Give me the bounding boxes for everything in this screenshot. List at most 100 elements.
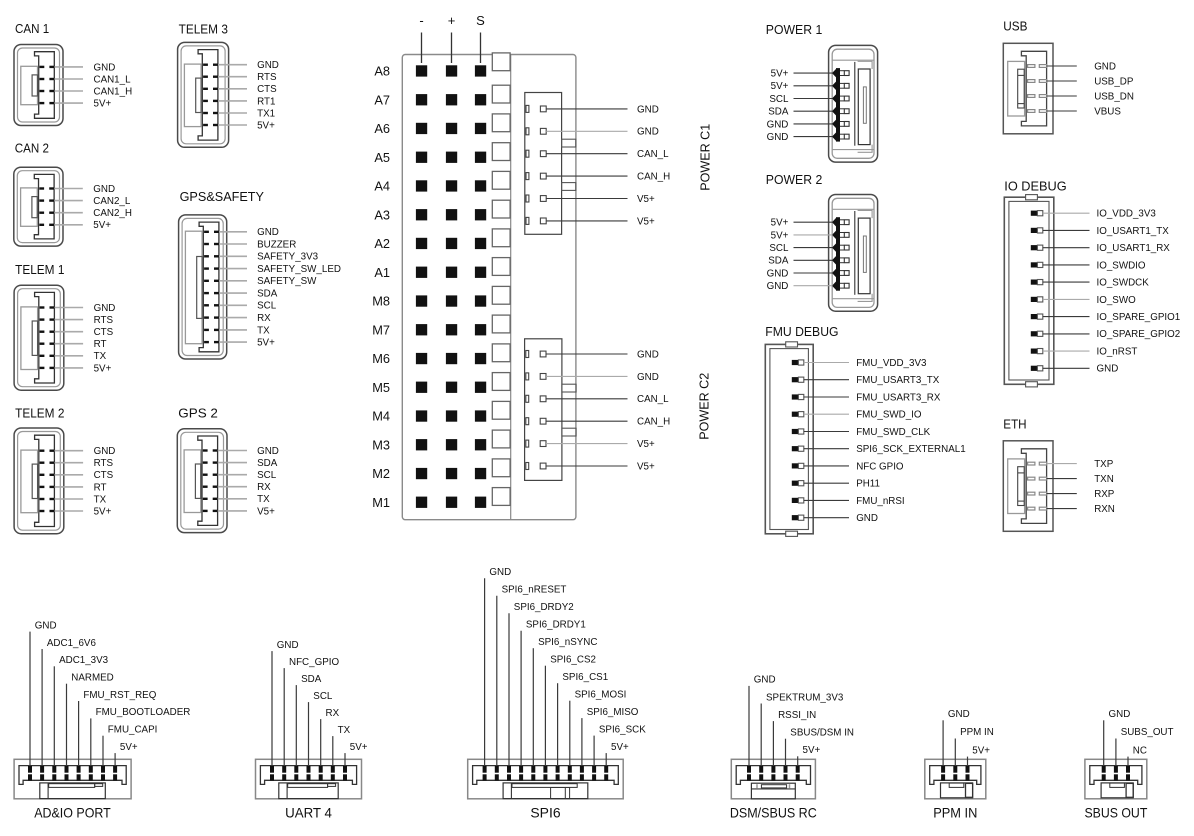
svg-text:RT1: RT1	[257, 96, 275, 107]
svg-text:SAFETY_3V3: SAFETY_3V3	[257, 252, 319, 263]
svg-text:CTS: CTS	[94, 470, 114, 481]
svg-text:A4: A4	[374, 179, 390, 194]
svg-text:TX1: TX1	[257, 108, 275, 119]
svg-text:RXN: RXN	[1094, 504, 1115, 515]
svg-text:M6: M6	[372, 351, 390, 366]
svg-text:SBUS OUT: SBUS OUT	[1084, 805, 1147, 821]
svg-text:GND: GND	[754, 675, 776, 686]
svg-text:RTS: RTS	[94, 458, 114, 469]
svg-text:GND: GND	[35, 620, 57, 631]
svg-text:GND: GND	[1094, 62, 1116, 73]
svg-text:RXP: RXP	[1094, 489, 1115, 500]
svg-text:A6: A6	[374, 121, 390, 136]
svg-text:SPI6_SCK: SPI6_SCK	[599, 724, 646, 735]
svg-text:IO_VDD_3V3: IO_VDD_3V3	[1097, 209, 1157, 220]
svg-text:CTS: CTS	[94, 327, 114, 338]
svg-text:SPI6_nRESET: SPI6_nRESET	[502, 585, 567, 596]
svg-text:TXN: TXN	[1094, 474, 1114, 485]
svg-text:GPS&SAFETY: GPS&SAFETY	[180, 189, 265, 204]
svg-text:SPI6_CS2: SPI6_CS2	[550, 655, 596, 666]
svg-text:5V+: 5V+	[771, 230, 789, 241]
svg-text:ADC1_6V6: ADC1_6V6	[47, 638, 97, 649]
svg-text:SDA: SDA	[768, 107, 789, 118]
svg-text:TXP: TXP	[1094, 459, 1114, 470]
svg-text:USB_DN: USB_DN	[1094, 92, 1134, 103]
svg-text:POWER C2: POWER C2	[697, 373, 712, 440]
svg-text:A2: A2	[374, 236, 390, 251]
svg-text:M3: M3	[372, 437, 390, 452]
svg-text:SDA: SDA	[768, 256, 789, 267]
svg-text:CAN2_L: CAN2_L	[93, 196, 131, 207]
svg-text:A7: A7	[374, 92, 390, 107]
svg-text:5V+: 5V+	[771, 81, 789, 92]
svg-text:RX: RX	[257, 482, 271, 493]
svg-text:AD&IO PORT: AD&IO PORT	[34, 805, 111, 821]
svg-text:V5+: V5+	[257, 506, 275, 517]
svg-text:IO_USART1_RX: IO_USART1_RX	[1097, 243, 1171, 254]
svg-text:M2: M2	[372, 466, 390, 481]
svg-text:NC: NC	[1133, 745, 1147, 756]
svg-text:V5+: V5+	[637, 216, 655, 227]
svg-text:5V+: 5V+	[94, 506, 112, 517]
svg-text:RSSI_IN: RSSI_IN	[778, 710, 816, 721]
svg-text:IO_SWDIO: IO_SWDIO	[1097, 260, 1146, 271]
svg-text:IO_SWO: IO_SWO	[1097, 295, 1137, 306]
svg-text:GND: GND	[767, 132, 789, 143]
svg-text:RX: RX	[257, 313, 271, 324]
svg-text:IO_SWDCK: IO_SWDCK	[1097, 278, 1150, 289]
svg-text:TX: TX	[257, 325, 270, 336]
svg-text:SPI6_MISO: SPI6_MISO	[587, 707, 639, 718]
svg-text:UART 4: UART 4	[285, 805, 332, 821]
svg-text:SPI6_DRDY2: SPI6_DRDY2	[514, 602, 574, 613]
svg-text:M1: M1	[372, 495, 390, 510]
svg-text:SUBS_OUT: SUBS_OUT	[1121, 727, 1174, 738]
svg-text:TX: TX	[94, 351, 107, 362]
svg-text:GND: GND	[767, 119, 789, 130]
svg-text:CAN_L: CAN_L	[637, 394, 669, 405]
svg-text:GND: GND	[1109, 709, 1131, 720]
svg-text:M5: M5	[372, 380, 390, 395]
svg-text:POWER C1: POWER C1	[698, 124, 713, 191]
svg-text:FMU_SWD_IO: FMU_SWD_IO	[856, 410, 922, 421]
svg-text:5V+: 5V+	[257, 338, 275, 349]
svg-text:SPI6_MOSI: SPI6_MOSI	[575, 690, 627, 701]
svg-text:A8: A8	[374, 64, 390, 79]
svg-text:GND: GND	[94, 62, 116, 73]
svg-text:ETH: ETH	[1003, 416, 1026, 431]
svg-text:GND: GND	[257, 60, 279, 71]
svg-text:DSM/SBUS RC: DSM/SBUS RC	[730, 805, 817, 821]
svg-text:SPI6_nSYNC: SPI6_nSYNC	[538, 637, 597, 648]
svg-text:5V+: 5V+	[771, 69, 789, 80]
svg-text:RT: RT	[94, 482, 107, 493]
svg-text:SCL: SCL	[257, 470, 277, 481]
svg-text:SAFETY_SW_LED: SAFETY_SW_LED	[257, 264, 341, 275]
svg-text:RTS: RTS	[257, 72, 277, 83]
svg-text:SDA: SDA	[257, 289, 278, 300]
svg-text:FMU DEBUG: FMU DEBUG	[765, 324, 838, 339]
svg-text:5V+: 5V+	[120, 742, 138, 753]
svg-text:5V+: 5V+	[771, 218, 789, 229]
svg-text:GND: GND	[94, 303, 116, 314]
svg-text:GND: GND	[637, 104, 659, 115]
svg-text:CAN_L: CAN_L	[637, 149, 669, 160]
svg-text:TELEM 3: TELEM 3	[179, 22, 228, 37]
svg-text:SPI6: SPI6	[530, 805, 560, 821]
svg-text:A3: A3	[374, 207, 390, 222]
svg-text:A5: A5	[374, 150, 390, 165]
svg-text:-: -	[419, 13, 423, 28]
svg-text:M7: M7	[372, 322, 390, 337]
svg-text:GND: GND	[637, 349, 659, 360]
svg-text:S: S	[476, 13, 485, 28]
svg-text:CAN1_L: CAN1_L	[94, 74, 132, 85]
svg-text:SDA: SDA	[257, 458, 278, 469]
svg-text:5V+: 5V+	[94, 363, 112, 374]
svg-text:CAN2_H: CAN2_H	[93, 208, 132, 219]
svg-text:NFC_GPIO: NFC_GPIO	[289, 657, 339, 668]
svg-text:FMU_VDD_3V3: FMU_VDD_3V3	[856, 358, 927, 369]
svg-text:SAFETY_SW: SAFETY_SW	[257, 276, 317, 287]
svg-text:FMU_CAPI: FMU_CAPI	[108, 725, 158, 736]
svg-text:IO_SPARE_GPIO2: IO_SPARE_GPIO2	[1097, 329, 1181, 340]
svg-text:SPI6_CS1: SPI6_CS1	[562, 672, 608, 683]
svg-text:SPI6_SCK_EXTERNAL1: SPI6_SCK_EXTERNAL1	[856, 444, 965, 455]
svg-text:PH11: PH11	[856, 479, 880, 490]
